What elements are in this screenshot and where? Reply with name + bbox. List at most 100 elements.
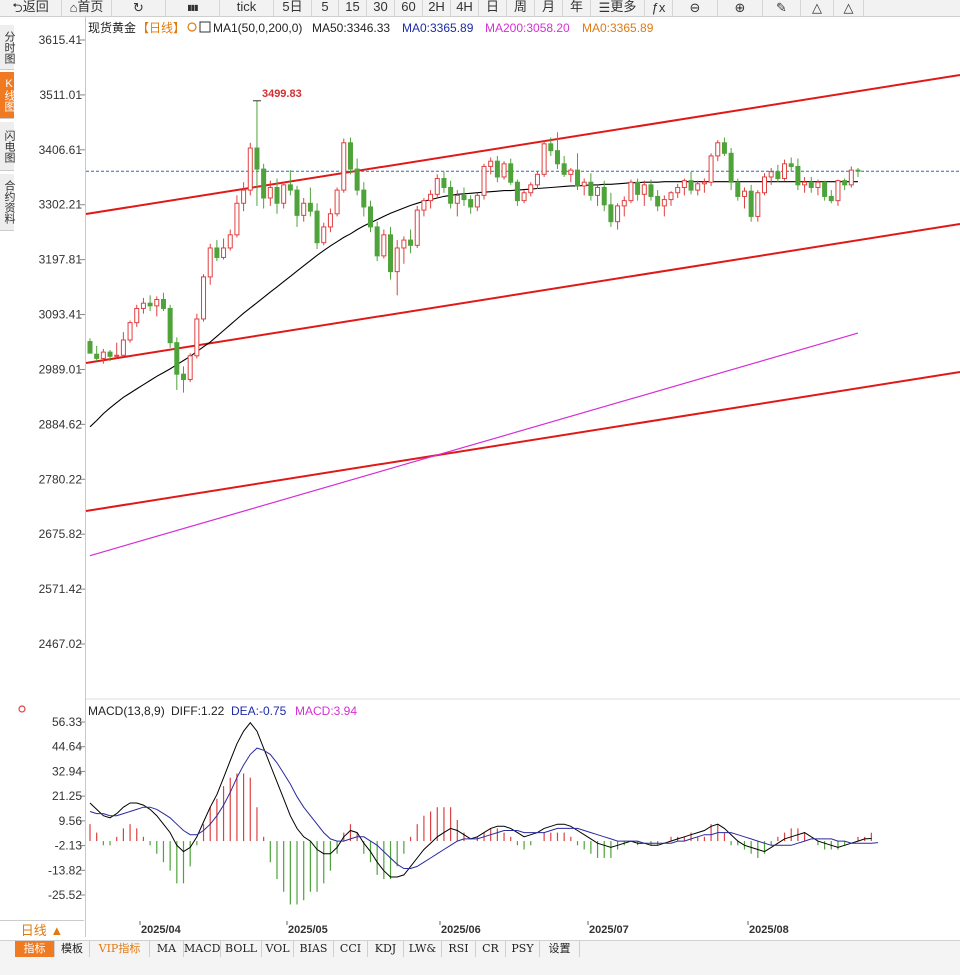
- candle: [147, 295, 153, 312]
- candle: [802, 176, 808, 193]
- candle: [554, 132, 560, 170]
- candle-body: [187, 355, 193, 380]
- zoom-in-icon: ⊕: [734, 0, 746, 16]
- candle-body: [528, 184, 534, 194]
- candle-body: [441, 178, 447, 188]
- legend-ma50: MA50:3346.33: [312, 21, 390, 35]
- candle-body: [648, 184, 654, 197]
- candle: [100, 348, 106, 364]
- indicator-tab-12[interactable]: CR: [476, 941, 506, 957]
- macd-y-tick-label: 9.56: [59, 814, 83, 828]
- candle: [715, 140, 721, 162]
- candle-body: [401, 239, 407, 249]
- candle: [635, 178, 641, 201]
- toolbar-item-13[interactable]: 周: [507, 0, 535, 16]
- indicator-tab-11[interactable]: RSI: [442, 941, 476, 957]
- candle: [254, 100, 260, 206]
- toolbar-item-11[interactable]: 4H: [451, 0, 479, 16]
- side-tab-3[interactable]: 合约资料: [0, 174, 15, 231]
- indicator-tab-14[interactable]: 设置: [540, 941, 580, 957]
- candle-body: [474, 194, 480, 208]
- toolbar-item-8[interactable]: 30: [367, 0, 395, 16]
- macd-legend-dea: DEA:-0.75: [231, 704, 287, 718]
- candle: [247, 142, 253, 196]
- candle: [474, 192, 480, 212]
- candle-body: [160, 299, 166, 309]
- settings-gear-icon: [187, 22, 197, 32]
- candle: [367, 200, 373, 233]
- indicator-tab-8[interactable]: CCI: [334, 941, 368, 957]
- indicator-tab-10[interactable]: LW&: [404, 941, 442, 957]
- candle-body: [728, 152, 734, 183]
- toolbar-item-0[interactable]: ⮌返回: [0, 0, 62, 16]
- toolbar-item-6[interactable]: 5: [312, 0, 339, 16]
- toolbar-item-15[interactable]: 年: [563, 0, 591, 16]
- candle-body: [788, 163, 794, 167]
- macd-y-tick-label: 44.64: [52, 740, 82, 754]
- side-tab-1[interactable]: K线图: [0, 72, 15, 119]
- candle-body: [321, 226, 327, 244]
- candle: [488, 157, 494, 175]
- x-tick-label: 2025/07: [589, 924, 629, 936]
- indicator-tab-9[interactable]: KDJ: [368, 941, 404, 957]
- candle-body: [808, 181, 814, 188]
- toolbar-item-5[interactable]: 5日: [274, 0, 312, 16]
- side-tab-0[interactable]: 分时图: [0, 25, 15, 70]
- period-label[interactable]: 日线 ▲: [0, 920, 84, 940]
- candle: [180, 366, 186, 393]
- candle: [334, 187, 340, 217]
- chart-canvas[interactable]: 3615.41 3511.01 3406.61 3302.21 3197.81 3093.…: [0, 17, 960, 939]
- toolbar-item-17[interactable]: ƒx: [645, 0, 673, 16]
- indicator-tab-7[interactable]: BIAS: [294, 941, 334, 957]
- candle-body: [768, 171, 774, 178]
- indicator-tab-3[interactable]: MA: [150, 941, 184, 957]
- candle: [528, 182, 534, 197]
- toolbar-item-1[interactable]: ⌂首页: [62, 0, 112, 16]
- candle-body: [147, 302, 153, 307]
- indicator-tab-6[interactable]: VOL: [262, 941, 294, 957]
- toolbar-item-7[interactable]: 15: [339, 0, 367, 16]
- candle-body: [615, 205, 621, 223]
- toolbar-item-14[interactable]: 月: [535, 0, 563, 16]
- candle-body: [428, 193, 434, 202]
- candle: [842, 178, 848, 191]
- toolbar-item-9[interactable]: 60: [395, 0, 423, 16]
- macd-diff-line: [89, 721, 872, 878]
- indicator-tab-5[interactable]: BOLL: [221, 941, 262, 957]
- axis-divider: [85, 17, 86, 937]
- toolbar-item-10[interactable]: 2H: [423, 0, 451, 16]
- macd-y-tick-label: 21.25: [52, 789, 82, 803]
- toolbar-item-20[interactable]: ✎: [763, 0, 801, 16]
- candle: [628, 179, 634, 204]
- indicator-tab-1[interactable]: 模板: [55, 941, 90, 957]
- toolbar-item-21[interactable]: △: [801, 0, 834, 16]
- candle-body: [688, 180, 694, 191]
- toolbar-item-19[interactable]: ⊕: [718, 0, 763, 16]
- candle-body: [641, 184, 647, 195]
- candle-body: [388, 234, 394, 273]
- candle-body: [107, 351, 113, 357]
- candle-body: [314, 210, 320, 244]
- indicator-tab-4[interactable]: MACD: [184, 941, 221, 957]
- candle-body: [247, 147, 253, 191]
- draw-pen-icon: ✎: [776, 0, 787, 16]
- indicator-tab-0[interactable]: 指标: [15, 941, 55, 957]
- side-tab-2[interactable]: 闪电图: [0, 122, 15, 171]
- indicator-tab-13[interactable]: PSY: [506, 941, 540, 957]
- candle-body: [835, 180, 841, 202]
- y-tick-label: 2467.02: [39, 637, 83, 651]
- toolbar-item-3[interactable]: ▮▮▮: [166, 0, 220, 16]
- toolbar-item-12[interactable]: 日: [479, 0, 507, 16]
- candle-body: [741, 190, 747, 197]
- candle-body: [721, 142, 727, 154]
- candle: [501, 161, 507, 180]
- toolbar-item-16[interactable]: ☰更多: [591, 0, 645, 16]
- candle: [401, 236, 407, 264]
- toolbar-item-label: 月: [541, 0, 555, 14]
- indicator-tab-2[interactable]: VIP指标: [90, 941, 150, 957]
- toolbar-item-2[interactable]: ↻: [112, 0, 166, 16]
- toolbar-item-18[interactable]: ⊖: [673, 0, 718, 16]
- toolbar-item-22[interactable]: △: [834, 0, 864, 16]
- candle: [775, 164, 781, 183]
- toolbar-item-4[interactable]: tick: [220, 0, 274, 16]
